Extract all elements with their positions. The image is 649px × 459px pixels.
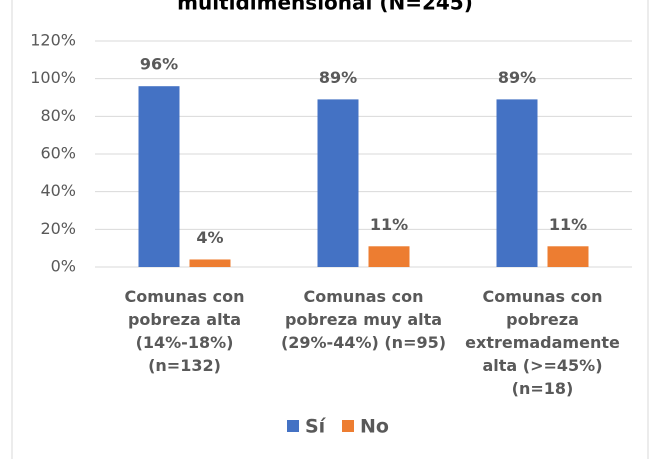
y-tick-label: 80% — [40, 106, 76, 125]
legend-label: Sí — [305, 416, 327, 438]
bar — [138, 86, 180, 267]
data-label: 4% — [196, 228, 223, 247]
data-label: 96% — [140, 55, 178, 74]
data-label: 11% — [549, 215, 587, 234]
x-tick-label: Comunas con pobreza muy alta (29%-44%) (… — [280, 287, 447, 352]
legend-swatch — [287, 420, 299, 432]
x-tick-label: Comunas con pobreza extremadamente alta … — [465, 287, 620, 398]
bar — [189, 259, 231, 267]
x-tick-label: Comunas con pobreza alta (14%-18%) (n=13… — [124, 287, 245, 375]
y-tick-label: 100% — [30, 68, 76, 87]
bar — [368, 246, 410, 267]
data-label: 11% — [370, 215, 408, 234]
y-tick-label: 0% — [51, 257, 76, 276]
legend-swatch — [342, 420, 354, 432]
legend-label: No — [360, 416, 389, 438]
y-tick-label: 60% — [40, 144, 76, 163]
bar — [317, 99, 359, 267]
data-label: 89% — [319, 68, 357, 87]
chart-frame — [11, 0, 649, 459]
y-tick-label: 120% — [30, 31, 76, 50]
y-tick-label: 40% — [40, 181, 76, 200]
chart-title: multidimensional (N=245) — [177, 0, 473, 15]
bar — [496, 99, 538, 267]
data-label: 89% — [498, 68, 536, 87]
y-tick-label: 20% — [40, 219, 76, 238]
bar — [547, 246, 589, 267]
